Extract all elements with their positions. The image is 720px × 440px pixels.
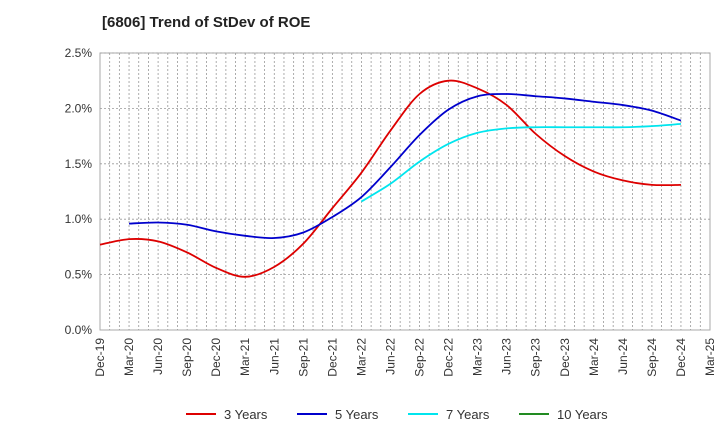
x-tick-label: Sep-20 xyxy=(180,338,194,377)
grid-lines xyxy=(100,52,710,330)
legend-label-5-years: 5 Years xyxy=(335,407,379,422)
x-tick-label: Dec-22 xyxy=(442,338,456,377)
x-tick-label: Mar-23 xyxy=(471,338,485,376)
legend-label-3-years: 3 Years xyxy=(224,407,268,422)
y-tick-label: 0.5% xyxy=(65,268,93,282)
x-tick-label: Dec-19 xyxy=(93,338,107,377)
series-line-7-years xyxy=(360,123,682,203)
x-tick-label: Sep-22 xyxy=(413,338,427,377)
y-axis-ticks: 0.0% 0.5% 1.0% 1.5% 2.0% 2.5% xyxy=(65,46,93,337)
series-lines xyxy=(99,79,682,278)
x-tick-label: Mar-24 xyxy=(587,338,601,376)
series-line-5-years xyxy=(129,93,682,240)
chart-title: [6806] Trend of StDev of ROE xyxy=(102,14,311,31)
x-tick-label: Jun-20 xyxy=(151,338,165,375)
series-line-3-years xyxy=(99,79,681,278)
x-tick-label: Sep-24 xyxy=(645,338,659,377)
x-tick-label: Jun-23 xyxy=(500,338,514,375)
x-axis-ticks: Dec-19 Mar-20 Jun-20 Sep-20 Dec-20 Mar-21 Jun-… xyxy=(93,338,717,377)
legend-label-7-years: 7 Years xyxy=(446,407,490,422)
plot-area xyxy=(99,52,711,331)
x-tick-label: Mar-25 xyxy=(703,338,717,376)
x-tick-label: Mar-21 xyxy=(238,338,252,376)
legend: 3 Years 5 Years 7 Years 10 Years xyxy=(186,407,608,422)
x-tick-label: Mar-22 xyxy=(354,338,368,376)
y-tick-label: 2.0% xyxy=(65,101,93,115)
y-tick-label: 2.5% xyxy=(65,46,93,60)
x-tick-label: Mar-20 xyxy=(122,338,136,376)
x-tick-label: Sep-23 xyxy=(529,338,543,377)
x-tick-label: Jun-21 xyxy=(267,338,281,375)
x-tick-label: Dec-21 xyxy=(325,338,339,377)
x-tick-label: Dec-20 xyxy=(209,338,223,377)
x-tick-label: Sep-21 xyxy=(296,338,310,377)
x-tick-label: Dec-24 xyxy=(674,338,688,377)
x-tick-label: Jun-24 xyxy=(616,338,630,375)
y-tick-label: 1.0% xyxy=(65,212,93,226)
x-tick-label: Dec-23 xyxy=(558,338,572,377)
y-tick-label: 1.5% xyxy=(65,157,93,171)
legend-label-10-years: 10 Years xyxy=(557,407,608,422)
y-tick-label: 0.0% xyxy=(65,323,93,337)
x-tick-label: Jun-22 xyxy=(383,338,397,375)
